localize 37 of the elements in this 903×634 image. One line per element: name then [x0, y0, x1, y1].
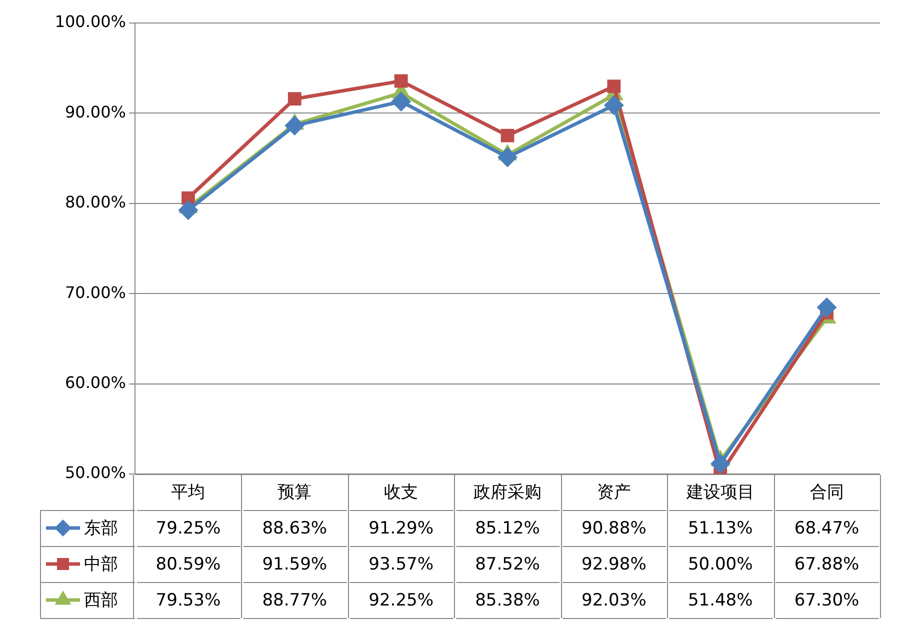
data-label: 67.88%	[794, 554, 860, 574]
data-label: 93.57%	[368, 554, 434, 574]
y-tick-label: 100.00%	[54, 12, 126, 32]
data-label: 67.30%	[794, 590, 860, 610]
data-label: 92.98%	[582, 554, 646, 574]
x-tick-label: 资产	[596, 482, 631, 502]
data-label: 92.25%	[368, 590, 434, 610]
y-tick-label: 50.00%	[64, 463, 126, 482]
data-label: 88.63%	[262, 518, 328, 538]
y-tick-label: 90.00%	[64, 102, 126, 122]
data-label: 88.77%	[262, 590, 328, 610]
data-label: 68.47%	[794, 518, 860, 538]
data-label: 79.25%	[156, 518, 221, 538]
data-label: 51.13%	[688, 518, 753, 538]
data-label: 85.12%	[475, 518, 540, 538]
x-tick-label: 政府采购	[474, 482, 542, 502]
legend-label: 东部	[84, 518, 118, 538]
data-label: 51.48%	[688, 590, 753, 610]
x-tick-label: 收支	[384, 482, 418, 502]
y-tick-label: 80.00%	[64, 192, 126, 212]
y-tick-label: 60.00%	[64, 372, 126, 392]
x-tick-label: 建设项目	[685, 482, 754, 502]
data-label: 50.00%	[688, 554, 753, 574]
data-label: 90.88%	[582, 518, 646, 538]
data-label: 85.38%	[475, 590, 540, 610]
legend-label: 中部	[84, 554, 118, 574]
x-tick-label: 预算	[278, 482, 312, 502]
legend-label: 西部	[84, 590, 118, 610]
y-tick-label: 70.00%	[64, 282, 126, 302]
data-label: 87.52%	[475, 554, 540, 574]
x-tick-label: 合同	[810, 482, 844, 502]
data-label: 80.59%	[156, 554, 221, 574]
data-label: 91.29%	[368, 518, 434, 538]
x-tick-label: 平均	[171, 482, 206, 502]
data-label: 92.03%	[582, 590, 646, 610]
data-label: 91.59%	[262, 554, 328, 574]
data-label: 79.53%	[156, 590, 221, 610]
